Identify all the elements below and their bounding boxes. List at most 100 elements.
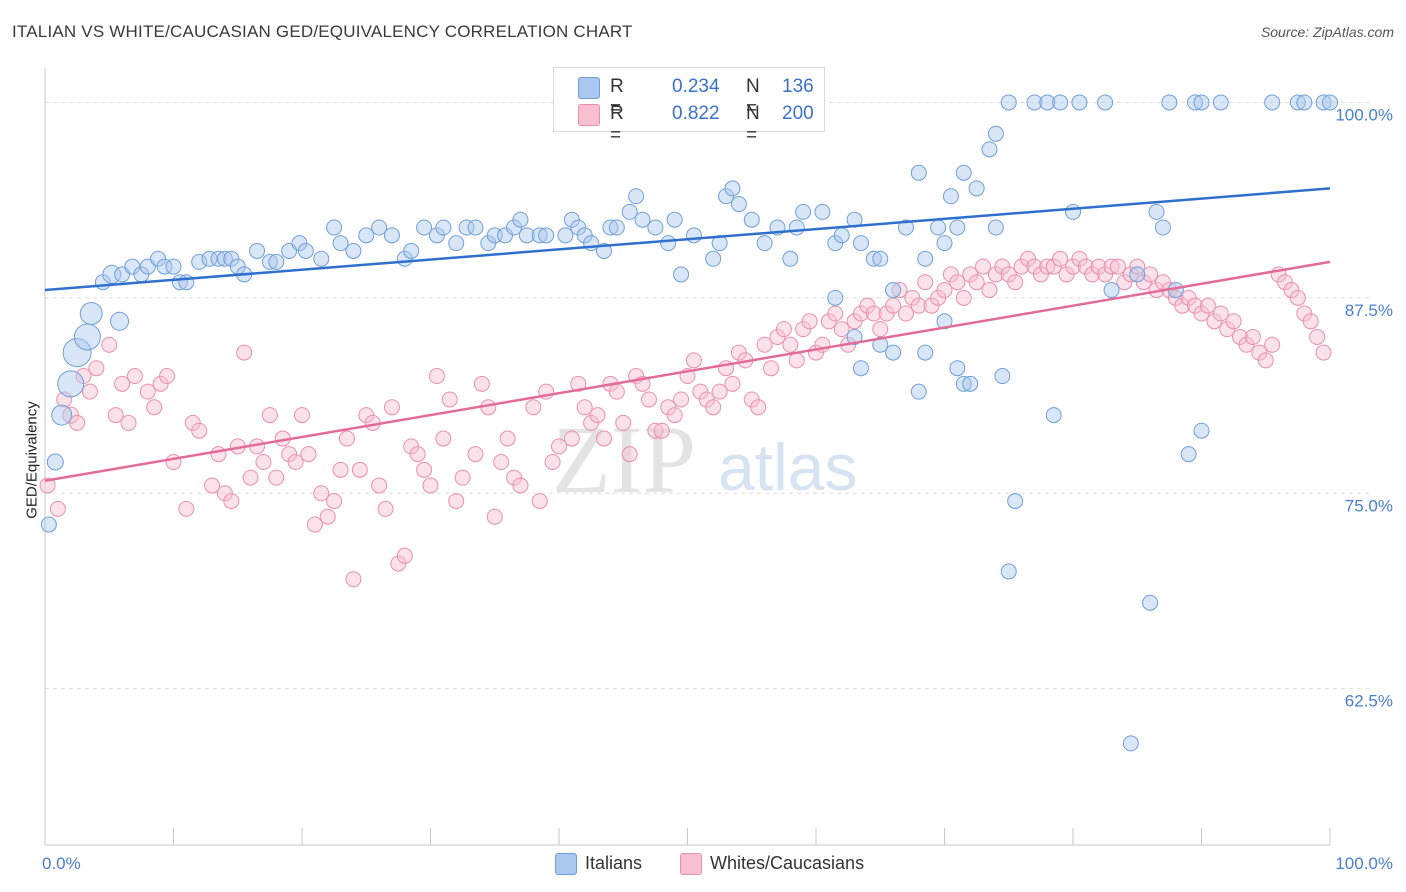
point-italians (917, 250, 934, 267)
point-whites-caucasians (69, 414, 86, 431)
legend-r-label: R = (610, 76, 624, 119)
trend-line-whites-caucasians (44, 260, 1331, 482)
point-italians (110, 311, 130, 331)
legend-n-label: N = (746, 76, 760, 119)
point-whites-caucasians (223, 493, 240, 510)
point-italians (1161, 94, 1178, 111)
point-whites-caucasians (589, 407, 606, 424)
point-whites-caucasians (114, 375, 131, 392)
point-italians (512, 211, 529, 228)
point-italians (156, 258, 173, 275)
legend-n-value: 136 (782, 76, 814, 97)
x-tick-label: 100.0% (1335, 854, 1393, 873)
point-italians (371, 219, 388, 236)
point-whites-caucasians (81, 383, 98, 400)
point-whites-caucasians (525, 399, 542, 416)
series-italians (40, 94, 1338, 752)
point-italians (660, 235, 677, 252)
point-whites-caucasians (833, 321, 850, 338)
point-whites-caucasians (409, 446, 426, 463)
point-whites-caucasians (454, 469, 471, 486)
point-italians (332, 235, 349, 252)
point-whites-caucasians (332, 461, 349, 478)
point-italians (602, 219, 619, 236)
point-italians (955, 164, 972, 181)
point-italians (628, 188, 645, 205)
point-whites-caucasians (313, 485, 330, 502)
point-whites-caucasians (338, 430, 355, 447)
point-whites-caucasians (371, 477, 388, 494)
legend-r-value: 0.234 (672, 76, 720, 97)
point-italians (326, 219, 343, 236)
point-whites-caucasians (872, 321, 889, 338)
point-italians (1187, 94, 1204, 111)
point-italians (1315, 94, 1332, 111)
point-whites-caucasians (467, 446, 484, 463)
point-whites-caucasians (49, 500, 66, 517)
point-whites-caucasians (608, 383, 625, 400)
point-italians (1193, 94, 1210, 111)
point-italians (345, 242, 362, 259)
point-italians (608, 219, 625, 236)
point-whites-caucasians (981, 282, 998, 299)
point-italians (981, 141, 998, 158)
point-italians (1148, 203, 1165, 220)
point-whites-caucasians (242, 469, 259, 486)
point-whites-caucasians (763, 360, 780, 377)
legend-label-italians: Italians (585, 853, 643, 873)
point-italians (557, 227, 574, 244)
point-italians (1007, 493, 1024, 510)
point-italians (910, 164, 927, 181)
point-whites-caucasians (473, 375, 490, 392)
point-whites-caucasians (1052, 250, 1069, 267)
point-italians (814, 203, 831, 220)
point-whites-caucasians (499, 430, 516, 447)
point-whites-caucasians (435, 430, 452, 447)
legend-r-value: 0.822 (672, 103, 720, 124)
point-italians (705, 250, 722, 267)
point-italians (403, 242, 420, 259)
point-whites-caucasians (910, 297, 927, 314)
point-whites-caucasians (750, 399, 767, 416)
point-whites-caucasians (448, 493, 465, 510)
point-italians (872, 250, 889, 267)
point-italians (1039, 94, 1056, 111)
point-italians (435, 219, 452, 236)
point-whites-caucasians (326, 493, 343, 510)
point-italians (51, 404, 73, 426)
point-italians (46, 453, 64, 471)
point-whites-caucasians (383, 399, 400, 416)
point-italians (538, 227, 555, 244)
point-italians (467, 219, 484, 236)
chart-source: Source: ZipAtlas.com (1260, 24, 1394, 40)
point-italians (448, 235, 465, 252)
point-italians (865, 250, 882, 267)
point-italians (416, 219, 433, 236)
point-whites-caucasians (377, 500, 394, 517)
point-italians (852, 235, 869, 252)
point-italians (685, 227, 702, 244)
point-italians (666, 211, 683, 228)
point-italians (955, 375, 972, 392)
point-whites-caucasians (885, 297, 902, 314)
point-whites-caucasians (576, 399, 593, 416)
point-italians (1071, 94, 1088, 111)
point-whites-caucasians (191, 422, 208, 439)
legend-r-label: R = (610, 103, 624, 146)
point-whites-caucasians (88, 360, 105, 377)
point-whites-caucasians (255, 454, 272, 470)
legend-swatch-whites-caucasians (680, 853, 702, 875)
point-italians (518, 227, 535, 244)
point-whites-caucasians (1257, 352, 1274, 369)
point-whites-caucasians (1142, 266, 1159, 283)
legend-n-value: 200 (782, 103, 814, 124)
point-whites-caucasians (268, 469, 285, 486)
point-whites-caucasians (724, 375, 741, 392)
point-italians (962, 375, 979, 392)
point-italians (782, 250, 799, 267)
point-whites-caucasians (261, 407, 278, 424)
point-whites-caucasians (544, 454, 561, 470)
point-italians (949, 219, 966, 236)
point-italians (1180, 446, 1197, 463)
